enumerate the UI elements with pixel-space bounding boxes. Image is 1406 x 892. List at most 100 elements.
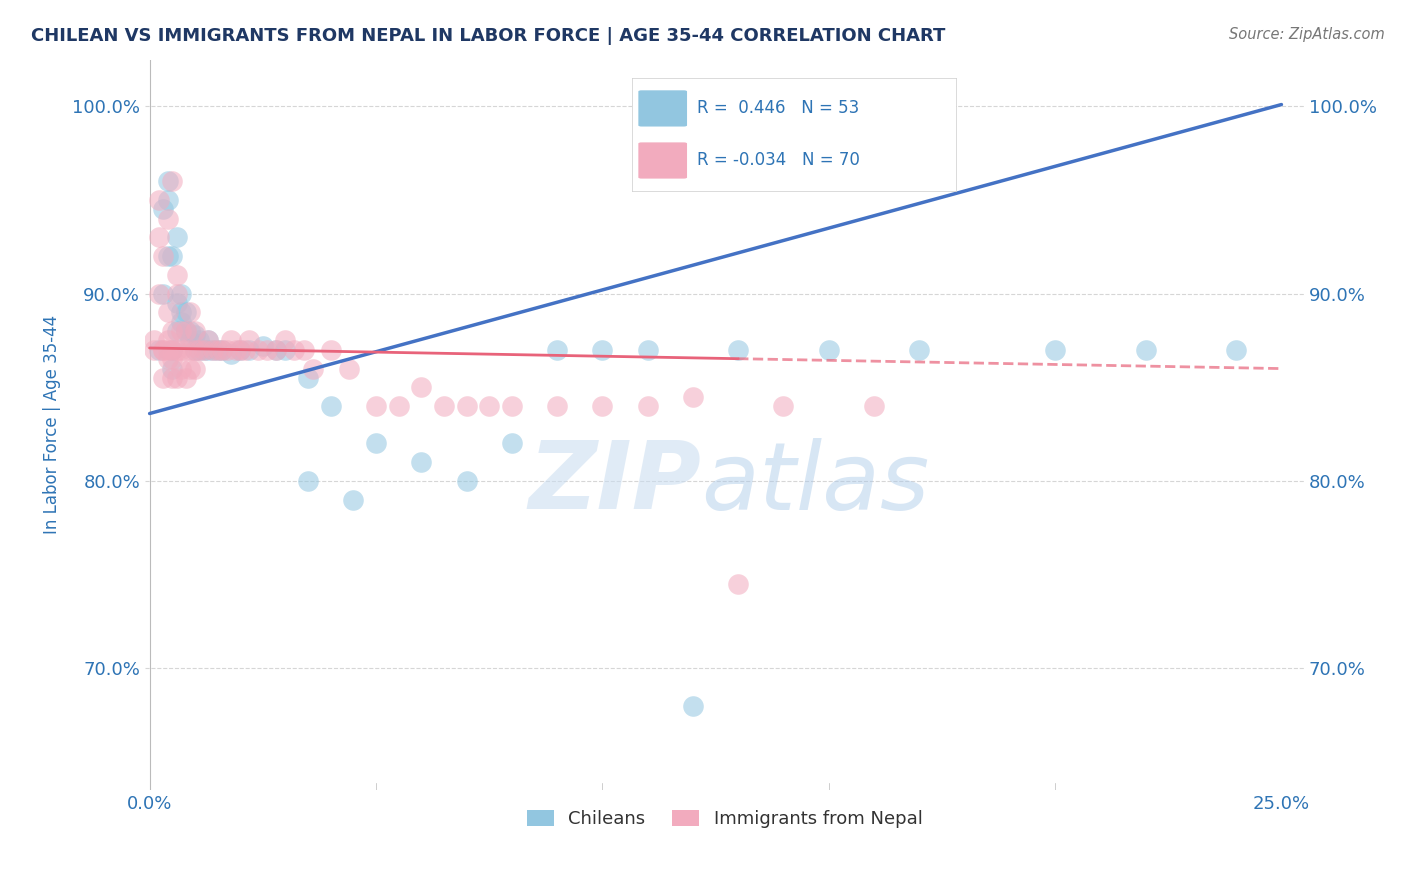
Point bbox=[201, 343, 224, 357]
Point bbox=[156, 249, 179, 263]
Point bbox=[148, 343, 170, 357]
Point bbox=[501, 399, 523, 413]
Point bbox=[478, 399, 501, 413]
Point bbox=[637, 343, 659, 357]
Point bbox=[179, 343, 201, 357]
Point bbox=[156, 211, 179, 226]
Point bbox=[156, 174, 179, 188]
Point bbox=[148, 230, 170, 244]
Point bbox=[456, 474, 478, 488]
Point bbox=[1135, 343, 1157, 357]
Point bbox=[162, 343, 184, 357]
Point bbox=[283, 343, 305, 357]
Point bbox=[170, 286, 193, 301]
Point bbox=[274, 334, 297, 348]
Point bbox=[162, 361, 184, 376]
Point bbox=[201, 343, 224, 357]
Point bbox=[682, 390, 704, 404]
Point bbox=[179, 334, 201, 348]
Point bbox=[170, 315, 193, 329]
Point bbox=[863, 399, 886, 413]
Point bbox=[247, 343, 270, 357]
Point bbox=[207, 343, 229, 357]
Point bbox=[908, 343, 931, 357]
Point bbox=[166, 230, 188, 244]
Point bbox=[193, 343, 215, 357]
Point bbox=[174, 324, 197, 338]
Point bbox=[319, 343, 342, 357]
Point bbox=[319, 399, 342, 413]
Point bbox=[166, 296, 188, 310]
Point bbox=[637, 399, 659, 413]
Point bbox=[274, 343, 297, 357]
Point bbox=[211, 343, 233, 357]
Point bbox=[179, 305, 201, 319]
Point bbox=[364, 436, 387, 450]
Point bbox=[143, 334, 166, 348]
Point bbox=[152, 249, 174, 263]
Point bbox=[411, 380, 433, 394]
Point bbox=[682, 698, 704, 713]
Point bbox=[433, 399, 456, 413]
Point bbox=[166, 268, 188, 282]
Y-axis label: In Labor Force | Age 35-44: In Labor Force | Age 35-44 bbox=[44, 315, 60, 534]
Point bbox=[207, 343, 229, 357]
Point bbox=[179, 361, 201, 376]
Point bbox=[162, 371, 184, 385]
Point bbox=[238, 334, 260, 348]
Point bbox=[179, 324, 201, 338]
Point bbox=[166, 324, 188, 338]
Point bbox=[266, 343, 288, 357]
Text: Source: ZipAtlas.com: Source: ZipAtlas.com bbox=[1229, 27, 1385, 42]
Point bbox=[501, 436, 523, 450]
Point bbox=[174, 324, 197, 338]
Point bbox=[197, 343, 219, 357]
Point bbox=[152, 343, 174, 357]
Text: ZIP: ZIP bbox=[529, 437, 702, 529]
Point bbox=[388, 399, 411, 413]
Point bbox=[229, 343, 252, 357]
Point bbox=[162, 343, 184, 357]
Point bbox=[1225, 343, 1247, 357]
Point bbox=[297, 371, 319, 385]
Point bbox=[184, 327, 207, 342]
Legend: Chileans, Immigrants from Nepal: Chileans, Immigrants from Nepal bbox=[519, 803, 929, 836]
Point bbox=[219, 346, 242, 360]
Point bbox=[184, 324, 207, 338]
Point bbox=[225, 343, 247, 357]
Point bbox=[166, 286, 188, 301]
Point bbox=[233, 343, 256, 357]
Point bbox=[219, 334, 242, 348]
Point bbox=[591, 343, 613, 357]
Point bbox=[143, 343, 166, 357]
Point bbox=[174, 305, 197, 319]
Point bbox=[184, 343, 207, 357]
Point bbox=[166, 343, 188, 357]
Point bbox=[364, 399, 387, 413]
Point bbox=[727, 343, 749, 357]
Point bbox=[197, 334, 219, 348]
Point bbox=[156, 305, 179, 319]
Point bbox=[170, 343, 193, 357]
Point bbox=[156, 334, 179, 348]
Point bbox=[772, 399, 794, 413]
Point bbox=[174, 371, 197, 385]
Point bbox=[188, 334, 211, 348]
Point bbox=[727, 577, 749, 591]
Point bbox=[266, 343, 288, 357]
Point bbox=[337, 361, 360, 376]
Point bbox=[188, 343, 211, 357]
Point bbox=[162, 352, 184, 367]
Point bbox=[156, 193, 179, 207]
Point bbox=[148, 286, 170, 301]
Point bbox=[170, 305, 193, 319]
Point bbox=[215, 343, 238, 357]
Point bbox=[342, 492, 364, 507]
Point bbox=[162, 324, 184, 338]
Point bbox=[156, 343, 179, 357]
Point bbox=[170, 361, 193, 376]
Point bbox=[184, 361, 207, 376]
Point bbox=[229, 343, 252, 357]
Point bbox=[292, 343, 315, 357]
Text: CHILEAN VS IMMIGRANTS FROM NEPAL IN LABOR FORCE | AGE 35-44 CORRELATION CHART: CHILEAN VS IMMIGRANTS FROM NEPAL IN LABO… bbox=[31, 27, 945, 45]
